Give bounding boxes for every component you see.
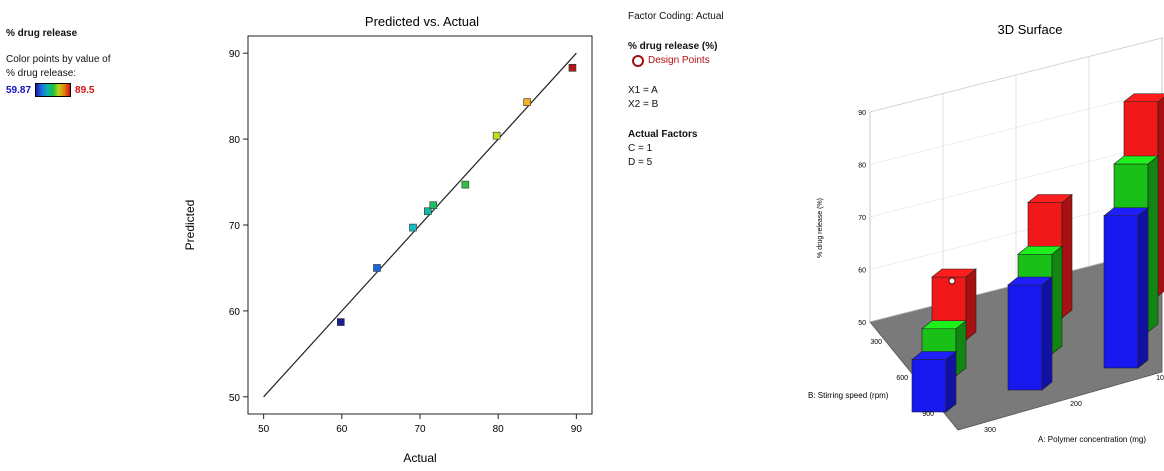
x-tick-label: 50	[258, 424, 270, 435]
y-tick-label: 80	[229, 135, 241, 146]
design-point-marker	[948, 277, 956, 285]
x1-factor: X1 = A	[628, 85, 658, 96]
factor-d: D = 5	[628, 157, 653, 168]
bar-front-face	[911, 359, 947, 413]
bar-top-face	[1103, 207, 1149, 217]
axis-ticks: 50 60 70 80 90 50 60 70 80 90	[229, 49, 582, 435]
bar-side-face	[1157, 96, 1164, 297]
z-grid-line	[869, 195, 1163, 270]
y-tick-label: 50	[229, 393, 241, 404]
bar-top-face	[931, 268, 977, 278]
z-tick-label: 70	[858, 215, 866, 222]
x-tick-label: 70	[414, 424, 426, 435]
data-points	[337, 63, 577, 326]
scale-max-label: 89.5	[75, 84, 95, 96]
chart-title: Predicted vs. Actual	[365, 14, 479, 29]
color-legend: % drug release Color points by value of …	[6, 28, 156, 97]
bar-3d	[1007, 276, 1053, 391]
z-grid-line	[869, 37, 1163, 113]
bar-top-face	[1113, 155, 1159, 165]
legend-color-text-1: Color points by value of	[6, 54, 111, 65]
legend-color-text-2: % drug release:	[6, 68, 77, 79]
b-axis-label: B: Stirring speed (rpm)	[808, 391, 889, 400]
bar-side-face	[1041, 276, 1053, 391]
data-point	[492, 131, 501, 140]
predicted-vs-actual-chart: Predicted vs. Actual 50 60 70 80 90 50 60 70 80 9…	[183, 14, 593, 465]
a-tick-label: 100	[1156, 375, 1164, 382]
z-tick-label: 90	[858, 110, 866, 117]
y-tick-label: 70	[229, 221, 241, 232]
y-axis-label: Predicted	[183, 200, 197, 251]
y-tick-label: 60	[229, 307, 241, 318]
b-tick-label: 900	[922, 411, 934, 418]
x-tick-label: 60	[336, 424, 348, 435]
data-point	[461, 180, 470, 189]
color-scale-bar	[35, 83, 72, 97]
factor-legend: Factor Coding: Actual % drug release (%)…	[628, 10, 778, 170]
scale-min-label: 59.87	[6, 84, 32, 96]
x-axis-label: Actual	[403, 451, 436, 465]
bar-top-face	[1027, 194, 1073, 203]
surface-3d-chart: 3D Surface 5060708090300600900300200100 …	[808, 22, 1164, 444]
actual-factors-title: Actual Factors	[628, 129, 698, 140]
a-axis-label: A: Polymer concentration (mg)	[1038, 435, 1146, 444]
a-tick-label: 300	[984, 427, 996, 434]
data-point	[373, 264, 381, 272]
bar-3d	[1103, 207, 1149, 369]
x-tick-label: 90	[571, 424, 583, 435]
factor-c: C = 1	[628, 143, 653, 154]
factor-coding-text: Factor Coding: Actual	[628, 11, 724, 22]
bar-3d	[911, 350, 957, 413]
data-point	[424, 207, 432, 216]
data-point	[429, 201, 438, 210]
response-title: % drug release (%)	[628, 41, 718, 52]
x2-factor: X2 = B	[628, 99, 659, 110]
chart-3d-bars	[911, 93, 1164, 413]
x-tick-label: 80	[493, 424, 505, 435]
bar-top-face	[921, 320, 967, 330]
legend-title: % drug release	[6, 28, 78, 39]
color-scale: 59.87 89.5	[6, 83, 156, 97]
bar-side-face	[965, 268, 977, 341]
bar-side-face	[1061, 193, 1073, 319]
bar-top-face	[911, 351, 957, 360]
bar-top-face	[1123, 93, 1164, 103]
y-tick-label: 90	[229, 49, 241, 60]
chart-3d-labels: 50 60 70 80 90 300 600 900 300 200 100	[858, 110, 1164, 434]
data-point	[568, 63, 577, 72]
design-point-circle-icon	[632, 55, 644, 67]
b-tick-label: 300	[870, 339, 882, 346]
bar-side-face	[1137, 207, 1149, 369]
data-point	[337, 318, 345, 326]
z-tick-label: 50	[858, 320, 866, 327]
design-points-legend: Design Points	[628, 54, 778, 68]
bar-front-face	[1103, 215, 1139, 369]
reference-line	[263, 52, 577, 398]
a-tick-label: 200	[1070, 401, 1082, 408]
design-points-label: Design Points	[648, 55, 710, 66]
bar-side-face	[945, 350, 957, 413]
bar-side-face	[955, 320, 967, 377]
data-point	[523, 98, 531, 106]
bar-side-face	[1147, 155, 1159, 333]
chart-3d-title: 3D Surface	[997, 22, 1062, 37]
data-point	[409, 223, 417, 232]
bar-front-face	[1007, 284, 1043, 391]
z-grid-line	[869, 142, 1163, 218]
z-tick-label: 60	[858, 268, 866, 275]
z-tick-label: 80	[858, 163, 866, 170]
b-tick-label: 600	[896, 375, 908, 382]
bar-side-face	[1051, 245, 1063, 355]
bar-top-face	[1007, 276, 1053, 286]
bar-top-face	[1017, 245, 1063, 255]
z-grid-line	[869, 90, 1163, 165]
z-axis-label: % drug release (%)	[817, 198, 824, 258]
